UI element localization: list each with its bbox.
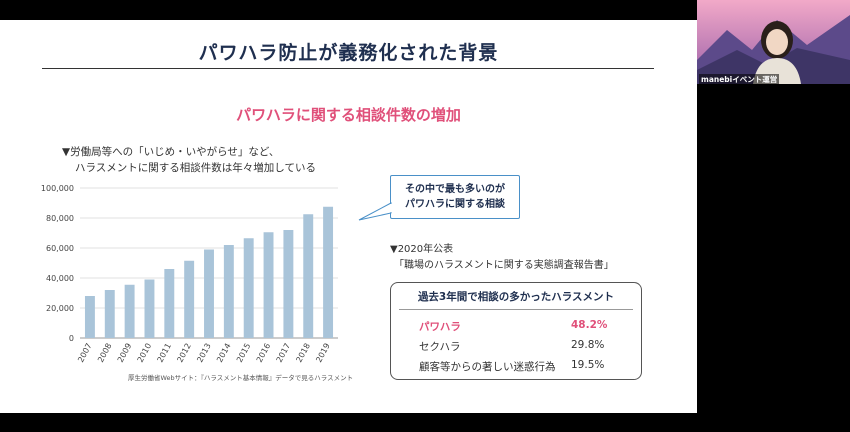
y-tick-label: 60,000 <box>46 244 74 253</box>
bar-2007 <box>84 296 95 338</box>
x-tick-label: 2008 <box>96 342 114 364</box>
y-tick-label: 0 <box>69 334 74 343</box>
chart-note: ▼労働局等への「いじめ・いやがらせ」など、 ハラスメントに関する相談件数は年々増… <box>62 144 316 176</box>
slide-subtitle: パワハラに関する相談件数の増加 <box>236 106 461 124</box>
ranking-title: 過去3年間で相談の多かったハラスメント <box>417 291 615 303</box>
chart-note-line2: ハラスメントに関する相談件数は年々増加している <box>75 162 316 174</box>
bar-2008 <box>104 290 115 338</box>
participant-name: manebiイベント運営 <box>699 74 780 84</box>
callout-line1: その中で最も多いのが <box>405 184 505 195</box>
bar-2011 <box>164 269 175 338</box>
participant-video-feed <box>697 0 850 84</box>
bar-2016 <box>263 232 274 338</box>
callout-box: その中で最も多いのが パワハラに関する相談 <box>390 175 520 219</box>
bar-2014 <box>223 245 234 338</box>
x-tick-label: 2012 <box>175 342 193 364</box>
ranking-label: パワハラ <box>419 321 461 333</box>
x-tick-label: 2011 <box>156 342 174 364</box>
x-tick-label: 2010 <box>136 342 154 364</box>
bar-2009 <box>124 284 135 338</box>
callout-line2: パワハラに関する相談 <box>405 199 505 210</box>
consultation-bar-chart: 0 20,000 40,000 60,000 80,000 100,000 2007 2008… <box>41 184 338 364</box>
x-tick-label: 2014 <box>215 342 233 364</box>
x-tick-label: 2007 <box>76 342 94 364</box>
survey-heading: ▼2020年公表 「職場のハラスメントに関する実態調査報告書」 <box>390 242 614 274</box>
x-tick-label: 2009 <box>116 342 134 364</box>
participant-video-tile[interactable]: manebiイベント運営 <box>697 0 850 84</box>
bar-2019 <box>323 206 334 338</box>
bar-2012 <box>184 260 195 338</box>
y-tick-label: 40,000 <box>46 274 74 283</box>
ranking-value: 48.2% <box>571 319 608 331</box>
y-tick-label: 100,000 <box>41 184 74 193</box>
survey-year: ▼2020年公表 <box>390 244 454 255</box>
harassment-ranking-box: 過去3年間で相談の多かったハラスメント パワハラ 48.2% セクハラ 29.8… <box>390 282 642 380</box>
y-tick-label: 20,000 <box>46 304 74 313</box>
person-face <box>766 29 788 55</box>
ranking-label: 顧客等からの著しい迷惑行為 <box>419 361 556 373</box>
x-tick-label: 2019 <box>314 342 332 364</box>
x-tick-label: 2015 <box>235 342 253 364</box>
ranking-label: セクハラ <box>419 341 461 353</box>
callout-tail <box>358 202 392 221</box>
chart-note-line1: ▼労働局等への「いじめ・いやがらせ」など、 <box>62 146 280 158</box>
x-tick-label: 2018 <box>294 342 312 364</box>
y-tick-label: 80,000 <box>46 214 74 223</box>
ranking-value: 29.8% <box>571 339 605 351</box>
ranking-row-customer: 顧客等からの著しい迷惑行為 19.5% <box>419 359 619 374</box>
title-divider <box>42 68 654 69</box>
ranking-row-power: パワハラ 48.2% <box>419 319 619 334</box>
bar-2013 <box>204 249 214 338</box>
x-tick-label: 2013 <box>195 342 213 364</box>
bar-2017 <box>283 230 294 338</box>
ranking-row-sexual: セクハラ 29.8% <box>419 339 619 354</box>
bar-2010 <box>144 279 155 338</box>
ranking-value: 19.5% <box>571 359 605 371</box>
bar-2018 <box>303 214 314 338</box>
slide-title: パワハラ防止が義務化された背景 <box>198 42 499 64</box>
x-tick-label: 2016 <box>255 342 273 364</box>
chart-source: 厚生労働省Webサイト：『ハラスメント基本情報』データで見るハラスメント <box>128 374 354 382</box>
bar-2015 <box>243 238 254 338</box>
ranking-divider <box>399 309 633 310</box>
x-tick-label: 2017 <box>275 342 293 364</box>
presentation-slide: パワハラ防止が義務化された背景 パワハラに関する相談件数の増加 ▼労働局等への「… <box>0 20 697 413</box>
survey-report-title: 「職場のハラスメントに関する実態調査報告書」 <box>394 260 614 271</box>
